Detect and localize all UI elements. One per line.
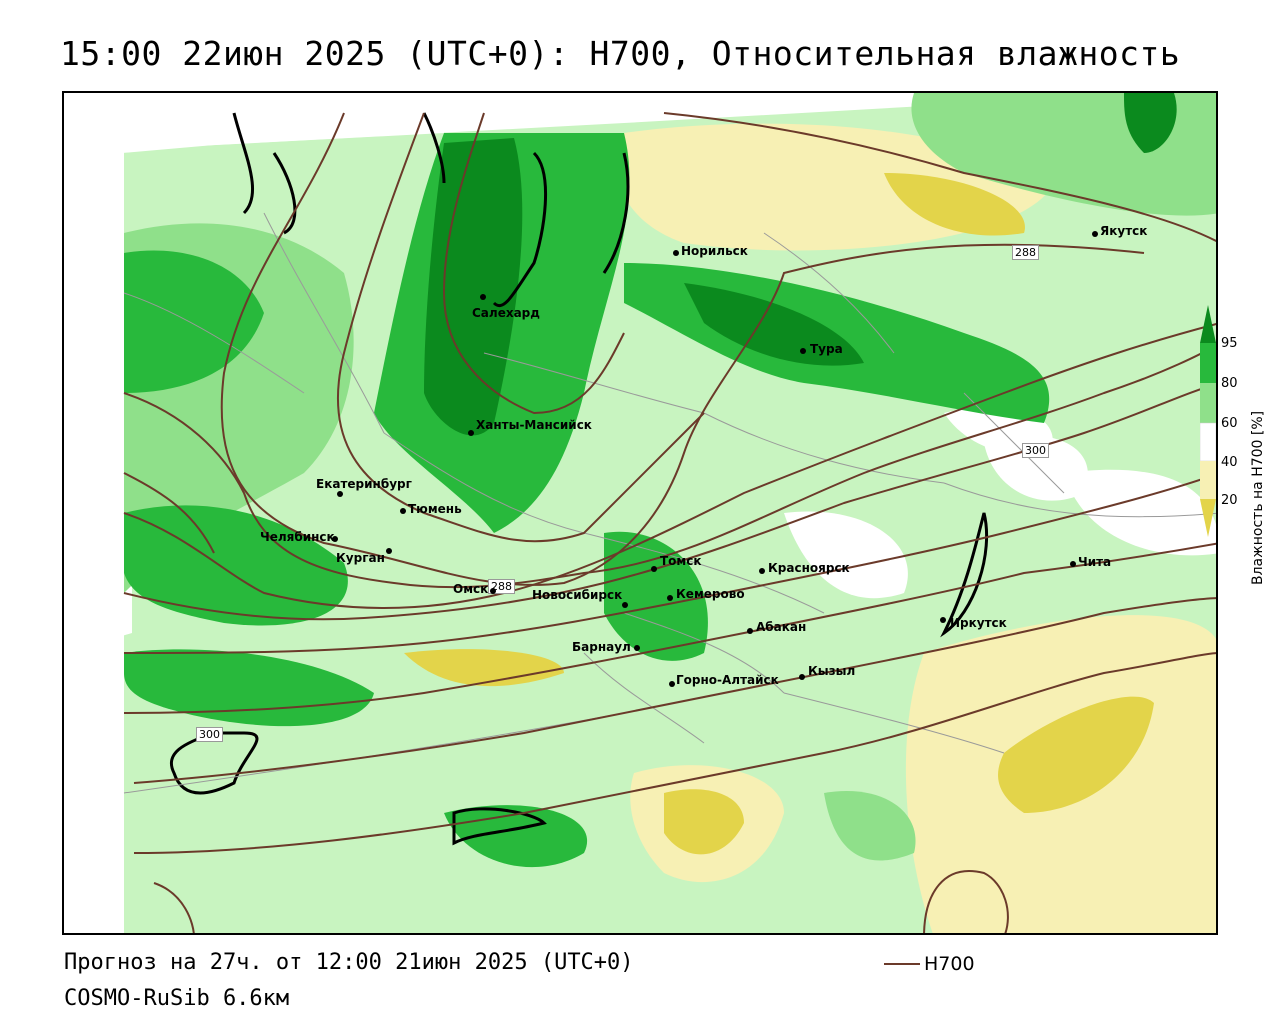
model-caption: COSMO-RuSib 6.6км	[64, 986, 290, 1011]
colorbar-tick: 80	[1221, 376, 1238, 391]
h700-legend-label: H700	[924, 953, 975, 975]
city-marker	[332, 536, 338, 542]
city-marker	[673, 250, 679, 256]
h700-contours	[123, 112, 1216, 933]
city-label: Иркутск	[950, 616, 1007, 630]
city-label: Челябинск	[260, 530, 335, 544]
city-label: Кызыл	[808, 664, 856, 678]
city-label: Норильск	[681, 244, 748, 258]
city-marker	[480, 294, 486, 300]
city-label: Салехард	[472, 306, 540, 320]
city-marker	[940, 617, 946, 623]
city-label: Абакан	[756, 620, 807, 634]
city-label: Чита	[1078, 555, 1112, 569]
colorbar-tick: 20	[1221, 493, 1238, 508]
humidity-map	[64, 93, 1216, 933]
city-marker	[634, 645, 640, 651]
city-label: Новосибирск	[532, 588, 623, 602]
city-marker	[651, 566, 657, 572]
city-marker	[337, 491, 343, 497]
city-label: Ханты-Мансийск	[476, 418, 592, 432]
city-marker	[386, 548, 392, 554]
city-label: Горно-Алтайск	[676, 673, 779, 687]
city-label: Тура	[810, 342, 843, 356]
colorbar-title: Влажность на H700 [%]	[1250, 410, 1266, 585]
contour-label: 288	[1012, 245, 1039, 260]
city-marker	[669, 681, 675, 687]
city-label: Курган	[336, 551, 385, 565]
city-marker	[799, 674, 805, 680]
city-label: Тюмень	[408, 502, 462, 516]
city-marker	[747, 628, 753, 634]
city-marker	[468, 430, 474, 436]
city-label: Томск	[660, 554, 702, 568]
city-marker	[490, 588, 496, 594]
city-label: Барнаул	[572, 640, 631, 654]
city-marker	[759, 568, 765, 574]
city-label: Кемерово	[676, 587, 745, 601]
map-panel[interactable]: 288 300 288 300 Норильск Якутск Салехард…	[62, 91, 1218, 935]
colorbar-tick: 60	[1221, 416, 1238, 431]
city-marker	[1070, 561, 1076, 567]
page-title: 15:00 22июн 2025 (UTC+0): H700, Относите…	[60, 34, 1181, 73]
city-marker	[667, 595, 673, 601]
city-marker	[622, 602, 628, 608]
contour-label: 300	[196, 727, 223, 742]
h700-legend-line	[884, 963, 920, 965]
colorbar-tick: 40	[1221, 455, 1238, 470]
coastline	[170, 112, 989, 846]
city-label: Екатеринбург	[316, 477, 412, 491]
city-marker	[800, 348, 806, 354]
city-marker	[400, 508, 406, 514]
contour-label: 300	[1022, 443, 1049, 458]
city-marker	[1092, 231, 1098, 237]
colorbar-tick: 95	[1221, 336, 1238, 351]
city-label: Омск	[453, 582, 489, 596]
city-label: Якутск	[1100, 224, 1148, 238]
humidity-colorbar	[1200, 305, 1216, 537]
forecast-caption: Прогноз на 27ч. от 12:00 21июн 2025 (UTC…	[64, 950, 634, 975]
city-label: Красноярск	[768, 561, 850, 575]
